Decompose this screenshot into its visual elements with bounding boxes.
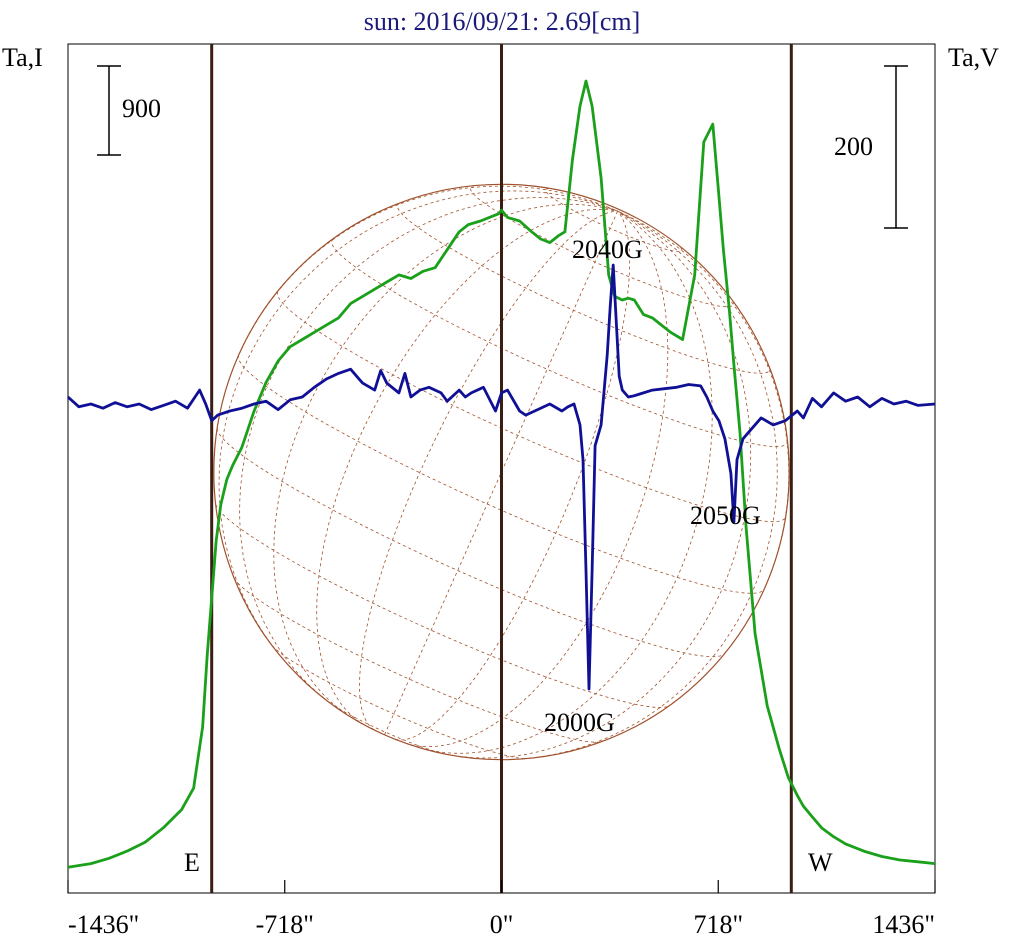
longitude-line xyxy=(218,190,618,658)
annotation-2000g: 2000G xyxy=(544,708,615,737)
longitude-line xyxy=(239,197,618,703)
right-scale-bar-label: 200 xyxy=(834,132,873,161)
x-tick-label: -718" xyxy=(256,910,314,939)
annotation-2040g: 2040G xyxy=(572,235,643,264)
latitude-line xyxy=(276,291,786,523)
right-scale-bar xyxy=(884,65,908,229)
longitude-line xyxy=(446,210,752,759)
longitude-line xyxy=(395,210,631,741)
x-tick-label: 718" xyxy=(693,910,743,939)
left-scale-bar xyxy=(97,65,121,156)
longitude-line xyxy=(511,210,778,760)
solar-disk xyxy=(213,183,790,761)
west-limb-label: W xyxy=(808,848,833,877)
latitude-line xyxy=(216,428,725,658)
longitude-line xyxy=(316,208,618,726)
latitude-line xyxy=(271,645,527,759)
limb-lines xyxy=(210,44,793,893)
longitude-line xyxy=(405,210,669,748)
series-line-V xyxy=(67,263,936,691)
x-axis-ticks: -1436" -718" 0" 718" 1436" xyxy=(67,880,936,939)
right-axis-label: Ta,V xyxy=(948,43,999,72)
latitude-line xyxy=(331,238,788,448)
longitude-line xyxy=(359,210,618,731)
longitude-line xyxy=(238,185,618,356)
chart-title: sun: 2016/09/21: 2.69[cm] xyxy=(364,7,641,36)
annotation-2050g: 2050G xyxy=(690,501,761,530)
latitude-line xyxy=(215,504,669,708)
latitude-line xyxy=(233,578,602,743)
left-scale-bar-label: 900 xyxy=(122,94,161,123)
x-tick-label: 1436" xyxy=(872,910,935,939)
series-layer xyxy=(67,79,936,869)
longitude-line xyxy=(273,203,618,716)
x-tick-label: -1436" xyxy=(68,910,139,939)
east-limb-label: E xyxy=(184,848,200,877)
longitude-line xyxy=(424,210,713,754)
series-line-I xyxy=(67,79,936,869)
longitude-line xyxy=(617,210,790,590)
left-axis-label: Ta,I xyxy=(2,43,43,72)
x-tick-label: 0" xyxy=(490,910,514,939)
